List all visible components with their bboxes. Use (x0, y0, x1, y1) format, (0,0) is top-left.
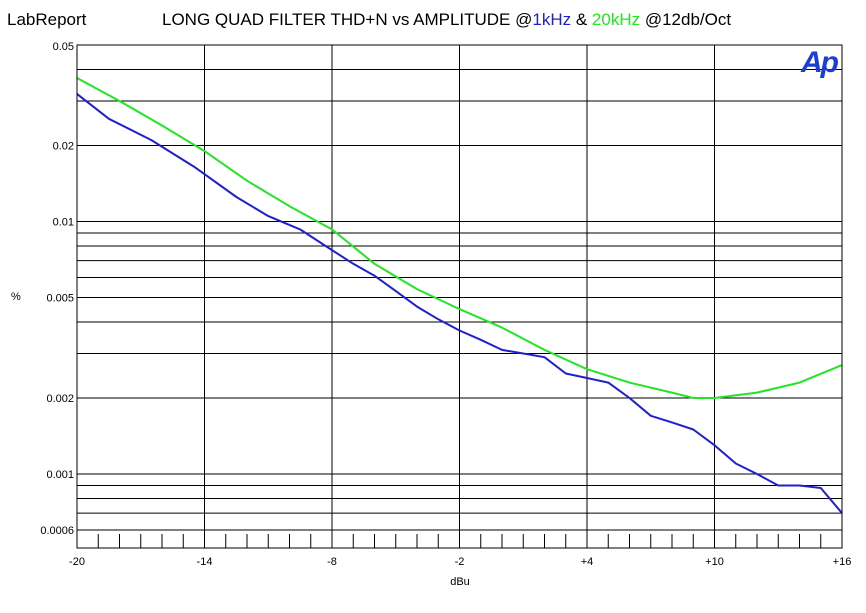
y-axis-label: % (11, 291, 21, 303)
x-minor-ticks (76, 534, 843, 548)
title-ampersand: & (571, 10, 592, 29)
series-line-20khz (76, 77, 843, 399)
title-suffix: @12db/Oct (640, 10, 732, 29)
title-series-1khz: 1kHz (532, 10, 572, 29)
ap-logo: Ap (800, 46, 839, 79)
x-tick-labels: -20 -14 -8 -2 +4 +10 +16 (69, 556, 851, 568)
x-axis-label: dBu (450, 576, 470, 588)
grid (76, 45, 843, 548)
y-tick-label: 0.0006 (40, 525, 74, 537)
x-tick-label: -20 (69, 556, 85, 568)
x-tick-label: -2 (455, 556, 465, 568)
title-series-20khz: 20kHz (591, 10, 641, 29)
y-tick-label: 0.002 (46, 393, 74, 405)
title-prefix: LONG QUAD FILTER THD+N vs AMPLITUDE @ (162, 10, 533, 29)
app-name: LabReport (7, 10, 87, 29)
plot-frame (76, 44, 843, 549)
y-tick-label: 0.001 (46, 469, 74, 481)
series-line-1khz (76, 93, 843, 514)
x-tick-label: +10 (705, 556, 724, 568)
y-tick-label: 0.05 (53, 41, 74, 53)
x-tick-label: -8 (327, 556, 337, 568)
y-tick-label: 0.01 (53, 216, 74, 228)
series-layer (76, 77, 843, 514)
y-tick-labels: 0.05 0.02 0.01 0.005 0.002 0.001 0.0006 (40, 41, 74, 537)
y-tick-label: 0.005 (46, 292, 74, 304)
chart-title: LONG QUAD FILTER THD+N vs AMPLITUDE @1kH… (162, 10, 731, 30)
y-tick-label: 0.02 (53, 140, 74, 152)
x-tick-label: -14 (197, 556, 213, 568)
x-tick-label: +16 (833, 556, 852, 568)
x-tick-label: +4 (581, 556, 594, 568)
